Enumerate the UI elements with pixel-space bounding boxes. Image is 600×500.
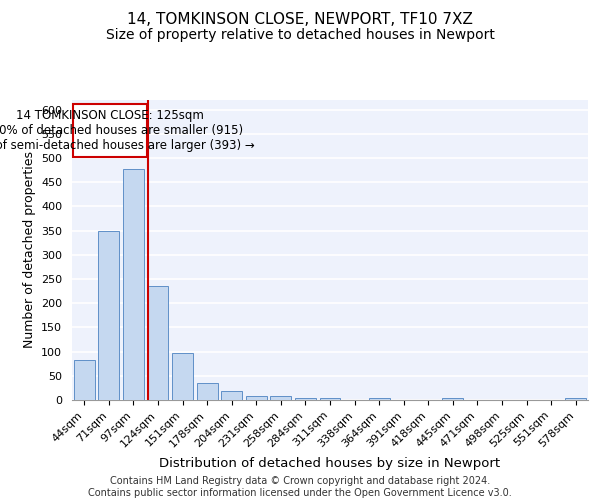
Bar <box>368 398 389 400</box>
Bar <box>565 398 586 400</box>
Bar <box>320 398 340 400</box>
Bar <box>295 398 316 400</box>
Bar <box>148 286 169 400</box>
Bar <box>74 360 95 400</box>
Y-axis label: Number of detached properties: Number of detached properties <box>23 152 35 348</box>
Bar <box>172 353 193 400</box>
Text: Contains HM Land Registry data © Crown copyright and database right 2024.
Contai: Contains HM Land Registry data © Crown c… <box>88 476 512 498</box>
Bar <box>98 230 119 400</box>
X-axis label: Distribution of detached houses by size in Newport: Distribution of detached houses by size … <box>160 457 500 470</box>
Bar <box>197 383 218 400</box>
Text: 14, TOMKINSON CLOSE, NEWPORT, TF10 7XZ: 14, TOMKINSON CLOSE, NEWPORT, TF10 7XZ <box>127 12 473 28</box>
Bar <box>123 168 144 400</box>
Text: 30% of semi-detached houses are larger (393) →: 30% of semi-detached houses are larger (… <box>0 139 254 152</box>
Text: 14 TOMKINSON CLOSE: 125sqm: 14 TOMKINSON CLOSE: 125sqm <box>16 109 204 122</box>
Bar <box>246 396 267 400</box>
Bar <box>221 392 242 400</box>
Bar <box>442 398 463 400</box>
Bar <box>271 396 292 400</box>
Text: Size of property relative to detached houses in Newport: Size of property relative to detached ho… <box>106 28 494 42</box>
FancyBboxPatch shape <box>73 104 147 157</box>
Text: ← 70% of detached houses are smaller (915): ← 70% of detached houses are smaller (91… <box>0 124 243 137</box>
